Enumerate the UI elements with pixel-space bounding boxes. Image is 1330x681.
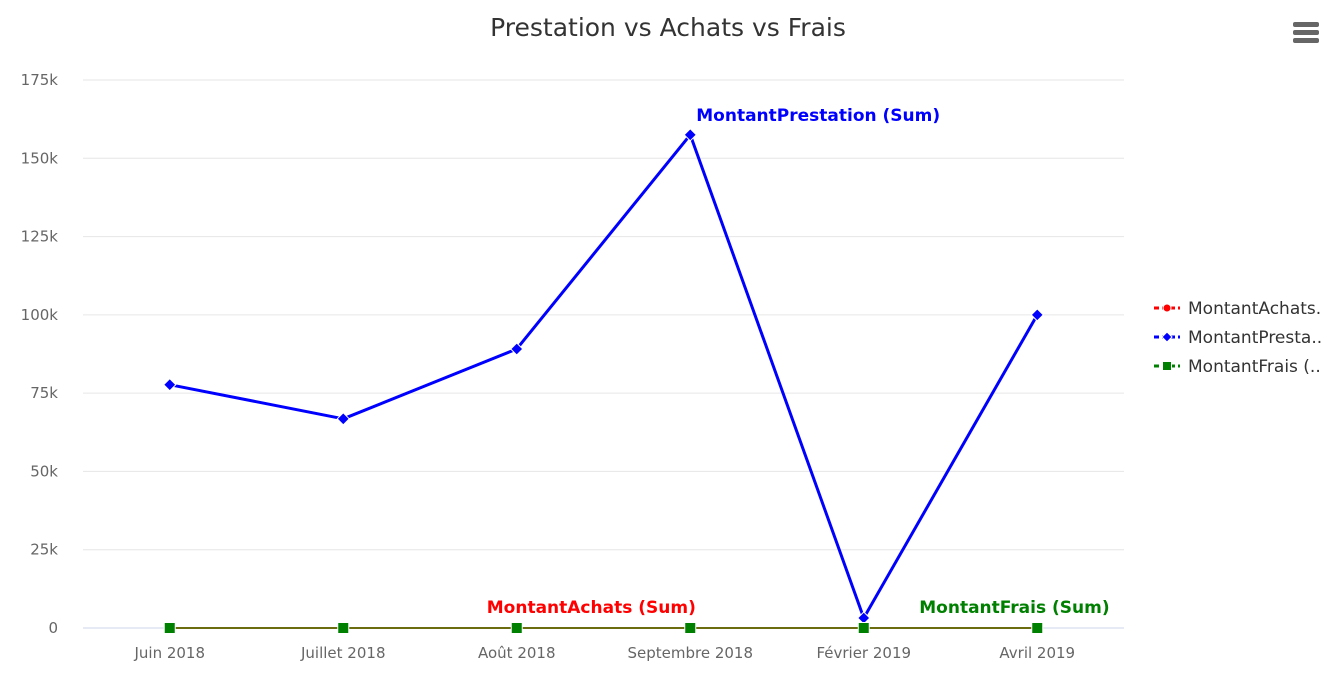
y-tick-label: 0 [48,619,58,637]
y-tick-label: 150k [21,149,59,167]
x-tick-label: Juillet 2018 [300,644,386,662]
legend-marker-icon [1162,303,1172,313]
data-point [1031,622,1044,634]
legend-marker-icon [1162,361,1172,371]
series-label: MontantFrais (Sum) [919,598,1109,618]
legend-label: MontantPresta.. [1188,328,1322,348]
x-tick-label: Février 2019 [816,644,911,662]
y-tick-label: 50k [30,462,58,480]
legend-label: MontantAchats. [1188,299,1321,319]
legend-item[interactable]: MontantPresta.. [1154,328,1322,348]
series-line-1 [169,133,1039,620]
series-label: MontantPrestation (Sum) [696,106,940,126]
legend-label: MontantFrais (.. [1188,357,1321,377]
legend-marker-icon [1161,331,1173,343]
legend-item[interactable]: MontantFrais (.. [1154,357,1321,377]
data-point [857,622,870,634]
y-tick-label: 125k [21,228,59,246]
data-point [510,342,524,356]
x-tick-label: Avril 2019 [999,644,1075,662]
data-point [163,377,177,392]
x-tick-label: Août 2018 [478,644,556,662]
data-point [336,412,350,426]
y-tick-label: 100k [21,306,59,324]
data-point [1030,308,1044,322]
y-tick-label: 25k [30,541,58,559]
data-point [337,622,350,634]
y-tick-label: 175k [21,71,59,89]
y-tick-label: 75k [30,384,58,402]
data-point [510,622,523,634]
x-tick-label: Juin 2018 [133,644,205,662]
x-tick-label: Septembre 2018 [627,644,753,662]
data-point [163,622,176,634]
data-point [683,128,697,142]
chart-title: Prestation vs Achats vs Frais [490,13,846,42]
legend-item[interactable]: MontantAchats. [1154,299,1321,319]
data-point [684,622,697,634]
hamburger-menu-icon[interactable] [1293,22,1319,43]
series-label: MontantAchats (Sum) [487,598,696,618]
